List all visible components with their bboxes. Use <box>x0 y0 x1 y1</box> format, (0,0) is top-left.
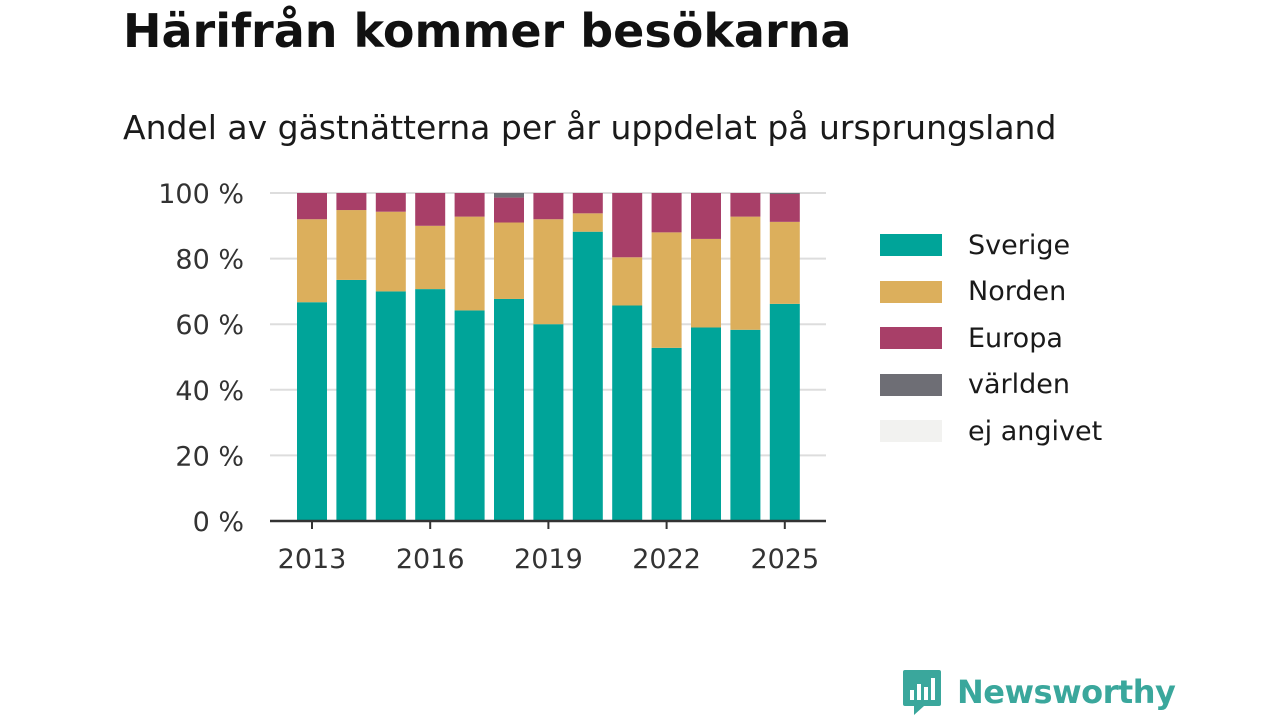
chart-subtitle: Andel av gästnätterna per år uppdelat på… <box>123 108 1057 147</box>
bars <box>297 193 800 522</box>
bar-segment <box>572 193 603 214</box>
bar-segment <box>572 213 603 232</box>
bar-segment <box>769 193 800 194</box>
brand-name: Newsworthy <box>957 673 1176 711</box>
legend-swatch <box>880 420 942 443</box>
bar-segment <box>454 216 485 311</box>
bar-segment <box>533 324 564 521</box>
legend-item: ej angivet <box>880 408 1102 455</box>
bar-segment <box>651 232 682 348</box>
bar-segment <box>494 193 524 198</box>
legend-label: Norden <box>968 276 1067 308</box>
y-tick-label: 100 % <box>158 179 244 210</box>
bar-segment <box>297 219 327 303</box>
bar-segment <box>730 216 761 330</box>
bar-segment <box>415 289 446 521</box>
bar-segment <box>769 303 800 521</box>
x-tick-label: 2013 <box>278 544 347 575</box>
bar-segment <box>533 193 564 220</box>
bar-segment <box>375 193 406 212</box>
bar-segment <box>415 225 446 290</box>
bar-segment <box>533 219 564 325</box>
y-tick-label: 80 % <box>175 245 244 276</box>
bar-segment <box>612 305 643 521</box>
bar-segment <box>651 347 682 521</box>
legend-label: världen <box>968 369 1070 401</box>
brand-logo: Newsworthy <box>902 668 1176 716</box>
bar-segment <box>612 257 643 306</box>
bar-segment <box>691 193 721 239</box>
newsworthy-logo-icon <box>902 668 942 716</box>
bar-segment <box>336 279 367 521</box>
bar-segment <box>297 302 327 521</box>
x-tick-label: 2022 <box>632 544 701 575</box>
bar-segment <box>375 211 406 292</box>
y-tick-label: 0 % <box>193 507 244 538</box>
bar-segment <box>454 310 485 521</box>
bar-segment <box>691 327 721 521</box>
x-tick-label: 2016 <box>396 544 465 575</box>
axes: 0 % 20 % 40 % 60 % 80 % 100 % 2013 2016 2019 2022… <box>158 179 826 575</box>
y-tick-label: 60 % <box>175 310 244 341</box>
legend-swatch <box>880 373 942 396</box>
legend-swatch <box>880 280 942 303</box>
legend-item: världen <box>880 362 1102 409</box>
legend-item: Norden <box>880 269 1102 316</box>
bar-segment <box>336 210 367 280</box>
bar-segment <box>691 238 721 328</box>
bar-segment <box>730 193 761 217</box>
legend-swatch <box>880 327 942 350</box>
bar-segment <box>651 193 682 233</box>
bar-segment <box>415 193 446 226</box>
legend-item: Europa <box>880 315 1102 362</box>
bar-segment <box>769 221 800 304</box>
bar-segment <box>336 193 367 211</box>
bar-segment <box>375 291 406 521</box>
chart-title: Härifrån kommer besökarna <box>123 4 852 58</box>
legend-swatch <box>880 234 942 257</box>
bar-segment <box>494 222 524 299</box>
legend-item: Sverige <box>880 222 1102 269</box>
bar-segment <box>494 298 524 521</box>
x-tick-label: 2025 <box>750 544 819 575</box>
legend-label: Europa <box>968 322 1063 354</box>
bar-segment <box>572 231 603 522</box>
legend-label: Sverige <box>968 229 1071 261</box>
y-tick-label: 20 % <box>175 441 244 472</box>
x-tick-label: 2019 <box>514 544 583 575</box>
legend-label: ej angivet <box>968 415 1103 447</box>
bar-segment <box>494 197 524 223</box>
bar-segment <box>454 193 485 217</box>
bar-segment <box>297 193 327 220</box>
legend: Sverige Norden Europa världen ej angivet <box>880 222 1102 455</box>
y-tick-label: 40 % <box>175 376 244 407</box>
bar-segment <box>730 329 761 521</box>
bar-segment <box>612 193 643 258</box>
bar-segment <box>769 193 800 222</box>
